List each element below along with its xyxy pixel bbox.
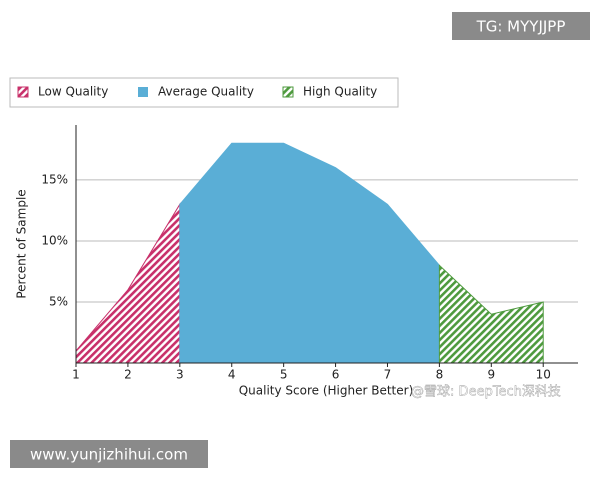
x-tick-label: 10 [536, 368, 551, 382]
watermark: TG: MYYJJPP [476, 18, 566, 36]
legend-marker [17, 86, 29, 98]
legend-label: High Quality [303, 85, 377, 99]
x-tick-label: 6 [332, 368, 340, 382]
area [438, 264, 544, 364]
x-tick-label: 3 [176, 368, 184, 382]
x-tick-label: 8 [436, 368, 444, 382]
x-tick-label: 2 [124, 368, 132, 382]
y-tick-label: 15% [41, 172, 68, 186]
legend [9, 77, 399, 108]
x-axis-label: Quality Score (Higher Better) [239, 384, 414, 398]
area [75, 202, 181, 364]
x-tick-label: 9 [487, 368, 495, 382]
watermark-box [10, 440, 208, 468]
legend-label: Low Quality [38, 85, 108, 99]
x-tick-label: 1 [72, 368, 80, 382]
legend-marker [138, 87, 148, 97]
x-tick-label: 5 [280, 368, 288, 382]
watermark: www.yunjizhihui.com [30, 446, 188, 464]
y-axis-label: Percent of Sample [15, 189, 29, 298]
watermark-box [452, 12, 590, 40]
x-tick-label: 7 [384, 368, 392, 382]
y-tick-label: 5% [49, 294, 68, 308]
legend-marker [282, 86, 294, 98]
x-tick-label: 4 [228, 368, 236, 382]
area [179, 142, 440, 364]
y-tick-label: 10% [41, 233, 68, 247]
watermark: @雪球: DeepTech深科技 [411, 385, 561, 400]
legend-label: Average Quality [158, 85, 254, 99]
